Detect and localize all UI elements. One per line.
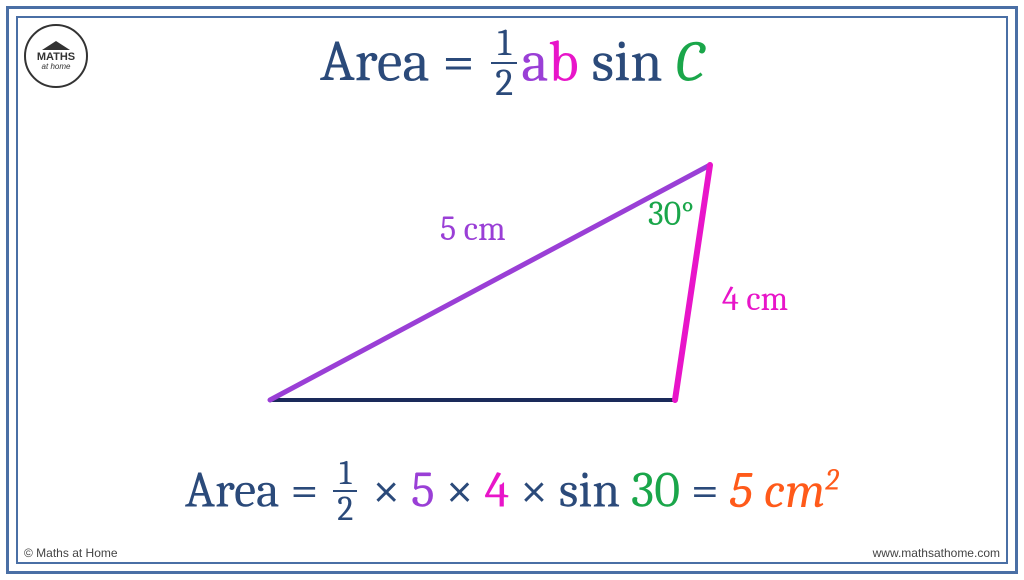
equals: = — [430, 29, 488, 96]
eq2: = — [680, 462, 730, 520]
times3: × — [509, 462, 559, 520]
triangle-svg: 5 cm 4 cm 30° — [230, 135, 790, 425]
times1: × — [361, 462, 411, 520]
roof-icon — [42, 41, 70, 50]
frac-num-2: 1 — [333, 456, 357, 492]
val-4: 4 — [484, 462, 509, 520]
one-half: 12 — [491, 24, 517, 102]
triangle-diagram: 5 cm 4 cm 30° — [230, 135, 790, 425]
var-a: a — [521, 29, 548, 96]
logo-line2: at home — [42, 63, 71, 71]
frac-den: 2 — [491, 64, 517, 102]
frac-den-2: 2 — [333, 492, 357, 526]
area-label-2: Area — [185, 462, 280, 520]
result-unit: cm — [764, 462, 826, 520]
angle-30: 30 — [631, 462, 680, 520]
one-half-2: 12 — [333, 456, 357, 526]
website-url: www.mathsathome.com — [873, 546, 1000, 560]
result-num: 5 — [730, 462, 764, 520]
sin-label-2: sin — [559, 462, 631, 520]
label-angle: 30° — [648, 194, 694, 234]
logo-badge: MATHS at home — [24, 24, 88, 88]
frac-num: 1 — [491, 24, 517, 64]
var-C: C — [675, 29, 704, 96]
result-exp: 2 — [825, 462, 839, 497]
label-5cm: 5 cm — [440, 209, 506, 249]
sin-label: sin — [579, 29, 676, 96]
val-5: 5 — [411, 462, 435, 520]
side-left — [270, 165, 710, 400]
formula-top: Area = 12ab sin C — [0, 28, 1024, 106]
var-b: b — [548, 29, 578, 96]
area-label: Area — [320, 29, 430, 96]
copyright: © Maths at Home — [24, 546, 118, 560]
eq1: = — [280, 462, 330, 520]
times2: × — [435, 462, 485, 520]
footer: © Maths at Home www.mathsathome.com — [24, 546, 1000, 560]
formula-bottom: Area = 12 × 5 × 4 × sin 30 = 5 cm2 — [0, 460, 1024, 530]
result: 5 cm2 — [730, 462, 839, 520]
label-4cm: 4 cm — [722, 279, 788, 319]
